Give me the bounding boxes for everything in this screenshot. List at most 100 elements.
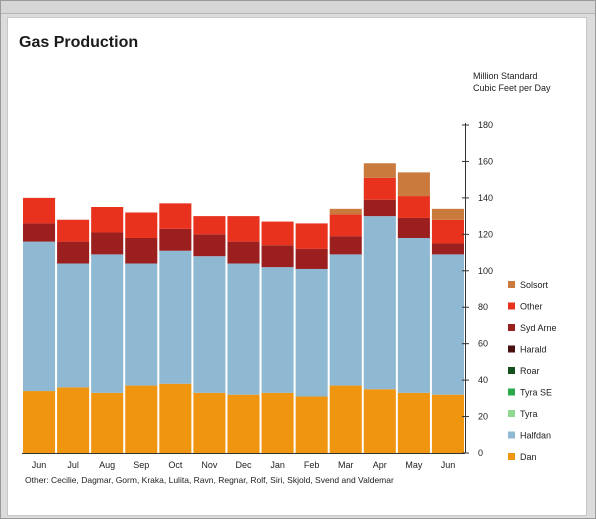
bar-segment-halfdan-3 [91,254,124,393]
x-tick-label: Jul [67,460,79,470]
bar-segment-other-4 [125,212,158,238]
bar-segment-other-13 [431,219,464,244]
bar-segment-dan-7 [227,394,260,453]
legend-swatch-syd-arne [508,324,515,331]
bar-segment-syd-arne-10 [329,236,362,255]
bar-segment-solsort-12 [397,172,430,197]
bar-segment-dan-10 [329,385,362,453]
y-tick-label: 140 [478,193,493,203]
bar-segment-dan-6 [193,392,226,453]
bar-segment-syd-arne-4 [125,237,158,264]
bar-segment-other-6 [193,216,226,235]
bar-segment-solsort-13 [431,208,464,220]
bar-segment-other-7 [227,216,260,242]
chart-title: Gas Production [19,34,139,51]
bar-segment-dan-5 [159,383,192,453]
legend-label-dan: Dan [520,452,537,462]
legend-swatch-solsort [508,281,515,288]
unit-label-line-1: Million Standard [473,71,538,81]
x-tick-label: Dec [235,460,252,470]
bar-segment-dan-2 [57,387,90,453]
bar-segment-syd-arne-5 [159,228,192,251]
bar-segment-other-3 [91,207,124,233]
bar-segment-syd-arne-2 [57,241,90,264]
y-tick-label: 100 [478,266,493,276]
x-tick-label: Sep [133,460,149,470]
bar-segment-syd-arne-13 [431,243,464,255]
legend-label-harald: Harald [520,345,547,355]
bar-segment-syd-arne-3 [91,232,124,255]
y-tick-label: 180 [478,120,493,130]
x-tick-label: Jun [441,460,456,470]
legend-swatch-tyra [508,410,515,417]
x-tick-label: May [405,460,423,470]
bar-segment-halfdan-12 [397,237,430,393]
x-tick-label: Nov [201,460,218,470]
x-tick-label: Apr [373,460,387,470]
bar-segment-syd-arne-6 [193,234,226,257]
legend-label-syd-arne: Syd Arne [520,323,557,333]
x-tick-label: Aug [99,460,115,470]
bar-segment-other-8 [261,221,294,246]
bar-segment-syd-arne-7 [227,241,260,264]
bar-segment-other-10 [329,214,362,237]
bar-segment-dan-13 [431,394,464,453]
unit-label-line-2: Cubic Feet per Day [473,83,551,93]
bar-segment-other-9 [295,223,328,249]
x-tick-label: Jan [270,460,285,470]
bar-segment-halfdan-10 [329,254,362,386]
legend-label-roar: Roar [520,366,540,376]
legend-swatch-other [508,302,515,310]
y-tick-label: 0 [478,448,483,458]
bar-segment-syd-arne-9 [295,248,328,269]
legend-swatch-dan [508,453,515,460]
bar-segment-other-12 [397,196,430,218]
bar-segment-dan-12 [397,392,430,453]
legend-swatch-harald [508,345,515,353]
x-tick-label: Jun [32,460,47,470]
bar-segment-other-2 [57,219,90,242]
y-tick-label: 60 [478,339,488,349]
bar-segment-syd-arne-8 [261,245,294,268]
y-tick-label: 80 [478,302,488,312]
bar-segment-halfdan-8 [261,267,294,393]
bar-segment-syd-arne-1 [23,223,56,242]
bar-segment-solsort-10 [329,208,362,215]
bar-segment-other-5 [159,203,192,229]
footnote: Other: Cecilie, Dagmar, Gorm, Kraka, Lul… [25,475,394,485]
unit-label: Million Standard Cubic Feet per Day [473,70,551,94]
bar-segment-halfdan-2 [57,263,90,388]
legend-swatch-tyra-se [508,388,515,396]
bar-segment-halfdan-1 [23,241,56,392]
bar-segment-dan-9 [295,396,328,453]
x-tick-label: Feb [304,460,320,470]
bar-segment-halfdan-5 [159,250,192,384]
bar-segment-other-1 [23,197,56,224]
bar-segment-other-11 [363,177,396,200]
legend-label-tyra-se: Tyra SE [520,388,552,398]
y-tick-label: 160 [478,156,493,166]
bar-segment-halfdan-13 [431,254,464,395]
bar-segment-dan-1 [23,391,56,453]
bar-segment-dan-3 [91,392,124,453]
y-tick-label: 20 [478,412,488,422]
bar-segment-solsort-11 [363,163,396,178]
legend-swatch-halfdan [508,431,515,439]
bar-segment-syd-arne-12 [397,217,430,238]
y-tick-label: 40 [478,375,488,385]
legend-label-solsort: Solsort [520,280,549,290]
legend-label-other: Other [520,302,543,312]
legend-label-halfdan: Halfdan [520,431,551,441]
bar-segment-halfdan-7 [227,263,260,395]
bar-segment-syd-arne-11 [363,199,396,217]
bar-segment-halfdan-9 [295,268,328,397]
bar-segment-dan-8 [261,392,294,453]
legend-label-tyra: Tyra [520,409,538,419]
x-tick-label: Mar [338,460,354,470]
y-tick-label: 120 [478,229,493,239]
x-tick-label: Oct [168,460,183,470]
bar-segment-dan-11 [363,389,396,453]
window-top-bar [1,1,595,14]
legend-swatch-roar [508,367,515,374]
